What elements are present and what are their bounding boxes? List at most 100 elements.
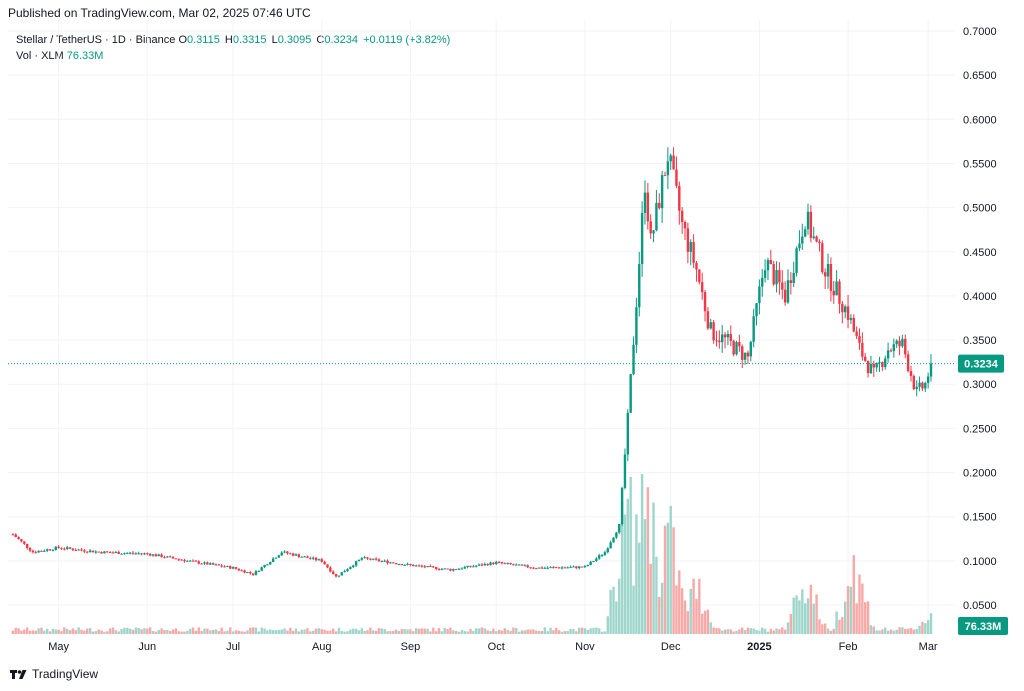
candle-body	[615, 532, 618, 538]
candle-body	[457, 568, 461, 570]
tradingview-brand: TradingView	[32, 667, 99, 681]
volume-bar	[246, 630, 249, 634]
volume-bar	[500, 630, 504, 634]
volume-bar	[437, 628, 441, 634]
candle-body	[194, 560, 198, 562]
volume-bar	[821, 624, 824, 634]
volume-bar	[557, 630, 561, 634]
candle-body	[154, 554, 158, 557]
volume-bar	[729, 629, 732, 634]
volume-bar	[620, 501, 624, 634]
volume-bar	[612, 586, 615, 634]
volume-bar	[680, 588, 684, 634]
volume-bar	[924, 623, 927, 634]
volume-bar	[20, 630, 23, 634]
volume-bar	[718, 628, 721, 634]
volume-bar	[726, 629, 730, 634]
volume-bar	[106, 631, 109, 634]
candle-body	[117, 552, 120, 554]
candle-body	[174, 558, 178, 560]
volume-bar	[134, 627, 138, 634]
volume-bar	[466, 631, 469, 634]
candle-body	[429, 565, 432, 567]
volume-bar	[881, 629, 884, 634]
volume-bar	[629, 476, 632, 634]
volume-bar	[357, 630, 361, 634]
volume-bar	[406, 629, 409, 634]
volume-bar	[929, 613, 933, 634]
volume-bar	[429, 631, 432, 634]
volume-bar	[369, 627, 372, 634]
symbol-title[interactable]: Stellar / TetherUS · 1D · Binance	[16, 34, 176, 46]
volume-bar	[143, 628, 146, 634]
volume-bar	[535, 630, 538, 634]
volume-bar	[615, 601, 618, 634]
volume-bar	[592, 627, 595, 634]
volume-bar	[723, 629, 727, 634]
candle-body	[549, 567, 552, 569]
volume-bar	[861, 583, 864, 634]
candle-body	[229, 566, 232, 569]
tradingview-footer[interactable]: TradingView	[10, 667, 98, 681]
candle-body	[520, 564, 524, 566]
candle-body	[758, 286, 761, 304]
candle-body	[420, 565, 424, 567]
candle-body	[892, 344, 896, 352]
volume-bar	[669, 505, 672, 634]
candle-body	[140, 553, 143, 555]
volume-bar	[372, 630, 375, 634]
candle-body	[394, 563, 398, 565]
volume-bar	[354, 628, 358, 634]
candle-body	[838, 281, 841, 304]
candle-body	[640, 212, 644, 265]
candle-body	[68, 547, 72, 549]
open-label: O	[178, 34, 187, 46]
candle-body	[552, 567, 555, 569]
candle-body	[340, 572, 343, 576]
volume-bar	[154, 631, 158, 634]
volume-bar	[735, 630, 738, 634]
volume-bar	[446, 628, 449, 634]
volume-bar	[266, 630, 269, 634]
candle-body	[715, 340, 718, 342]
volume-bar	[546, 631, 549, 634]
volume-bar	[543, 627, 547, 634]
candle-body	[108, 551, 112, 553]
volume-bar	[80, 629, 83, 634]
candle-body	[34, 552, 37, 554]
volume-bar	[695, 598, 698, 634]
volume-bar	[646, 487, 650, 634]
volume-bar	[57, 629, 60, 634]
x-tick-label: May	[48, 641, 69, 653]
volume-bar	[349, 629, 352, 634]
candle-body	[389, 562, 392, 564]
volume-bar	[28, 630, 32, 634]
volume-bar	[806, 598, 810, 634]
candle-body	[798, 243, 801, 249]
volume-bar	[589, 628, 592, 634]
volume-badge	[958, 617, 1008, 635]
candle-body	[217, 564, 220, 566]
volume-bar	[206, 628, 209, 634]
candle-body	[872, 364, 875, 368]
candle-body	[806, 211, 810, 230]
candle-body	[483, 563, 487, 566]
time-axis[interactable]: May Jun Jul Aug Sep Oct Nov Dec 2025 Feb Mar	[48, 641, 938, 653]
candle-body	[672, 155, 675, 170]
volume-bar	[849, 586, 853, 634]
volume-bar	[423, 628, 426, 634]
candle-body	[875, 362, 878, 368]
volume-bar	[898, 627, 901, 634]
volume-bar	[303, 629, 306, 634]
candle-body	[45, 549, 49, 551]
price-axis[interactable]: 0.7000 0.6500 0.6000 0.5500 0.5000 0.4500 0.40…	[963, 26, 997, 612]
volume-bar	[775, 628, 778, 634]
volume-bar	[197, 627, 200, 634]
candle-body	[188, 560, 192, 562]
candle-body	[97, 551, 100, 553]
candle-body	[17, 537, 20, 540]
candle-body	[460, 568, 464, 570]
volume-bar	[188, 628, 192, 634]
volume-bar	[678, 570, 681, 634]
